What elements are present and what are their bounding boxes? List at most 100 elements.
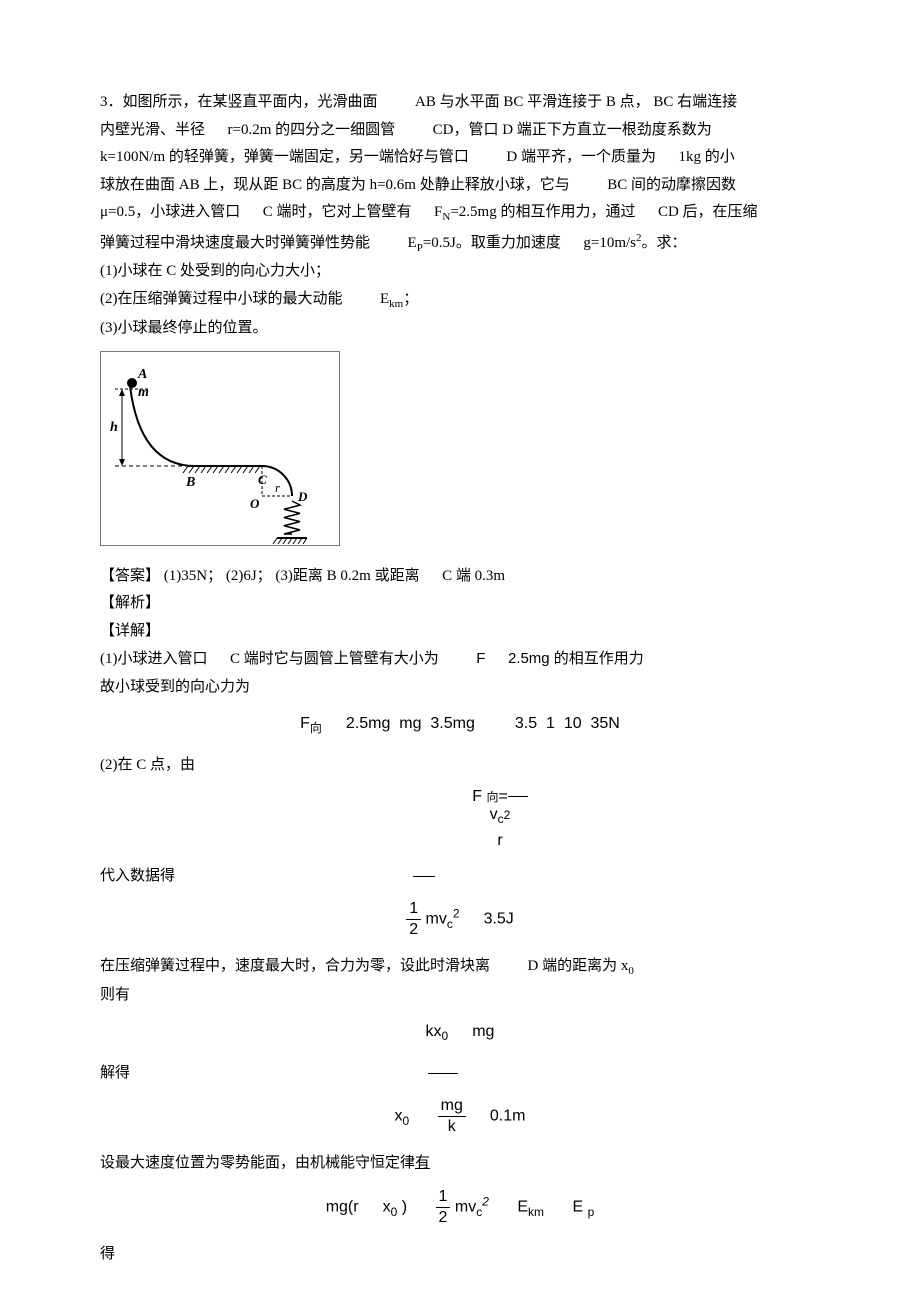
svg-text:A: A <box>137 367 147 382</box>
sol-1b: 故小球受到的向心力为 <box>100 675 820 701</box>
subscript: 0 <box>442 1030 449 1044</box>
equation-1: F向2.5mg mg 3.5mg3.5 1 10 35N <box>100 710 820 739</box>
val: 2.5mg <box>346 715 390 732</box>
svg-text:B: B <box>185 475 195 490</box>
var: x <box>395 1108 403 1125</box>
val: 0.1m <box>490 1108 526 1125</box>
text: CD，管口 D 端正下方直立一根劲度系数为 <box>433 122 712 138</box>
text: CD 后，在压缩 <box>658 204 758 220</box>
text: D 端平齐，一个质量为 <box>506 149 656 165</box>
svg-text:r: r <box>275 480 281 495</box>
equation-6: mg(rx0 ) 12 mvc2 Ekm E p <box>100 1187 820 1228</box>
text: μ=0.5，小球进入管口 <box>100 204 240 220</box>
val: mg <box>399 715 421 732</box>
var: mv <box>426 911 447 928</box>
sol-2: (2)在 C 点，由 <box>100 753 820 779</box>
text: 弹簧过程中滑块速度最大时弹簧弹性势能 <box>100 235 370 251</box>
text: =2.5mg 的相互作用力，通过 <box>450 204 635 220</box>
subscript: 向 <box>486 790 498 804</box>
text: (2)6J； <box>226 568 272 584</box>
num: mg <box>438 1096 466 1117</box>
analysis-label: 【解析】 <box>100 591 820 617</box>
text: =0.5J。取重力加速度 <box>423 235 561 251</box>
val: 10 <box>564 715 582 732</box>
text: 1kg 的小 <box>678 149 734 165</box>
subscript: km <box>528 1205 544 1219</box>
equation-3: 12 mvc23.5J <box>100 899 820 940</box>
var: x <box>383 1199 391 1216</box>
var: mg <box>472 1023 494 1040</box>
problem-line-1: 3．如图所示，在某竖直平面内，光滑曲面AB 与水平面 BC 平滑连接于 B 点，… <box>100 90 820 116</box>
text: ) <box>402 1199 407 1216</box>
answer-label: 【答案】 <box>100 568 160 584</box>
sol-3: 代入数据得 <box>100 864 820 890</box>
text: C 端 0.3m <box>442 568 505 584</box>
superscript: 2 <box>504 808 511 822</box>
text: 在压缩弹簧过程中，速度最大时，合力为零，设此时滑块离 <box>100 958 490 974</box>
var: E <box>572 1199 583 1216</box>
bar-icon <box>413 876 435 877</box>
text: k=100N/m 的轻弹簧，弹簧一端固定，另一端恰好与管口 <box>100 149 469 165</box>
var: F <box>472 788 482 805</box>
text: D 端的距离为 x <box>528 958 629 974</box>
question-2: (2)在压缩弹簧过程中小球的最大动能Ekm； <box>100 287 820 314</box>
text: ； <box>403 291 418 307</box>
text: BC 间的动摩擦因数 <box>607 177 736 193</box>
bar-icon <box>428 1073 458 1074</box>
sol-8: 得 <box>100 1242 820 1268</box>
superscript: 2 <box>453 907 460 921</box>
text: F <box>476 650 485 667</box>
question-1: (1)小球在 C 处受到的向心力大小； <box>100 259 820 285</box>
text: E <box>408 235 417 251</box>
val: 1 <box>546 715 555 732</box>
sol-6: 解得 <box>100 1061 820 1087</box>
text: (2)在压缩弹簧过程中小球的最大动能 <box>100 291 343 307</box>
text: 。求： <box>642 235 687 251</box>
text: 3．如图所示，在某竖直平面内，光滑曲面 <box>100 94 378 110</box>
superscript: 2 <box>482 1194 489 1208</box>
subscript: p <box>588 1205 595 1219</box>
sol-7: 设最大速度位置为零势能面，由机械能守恒定律有 <box>100 1151 820 1177</box>
text: C 端时，它对上管壁有 <box>263 204 412 220</box>
diagram-svg: AmhBCrOD <box>100 351 340 546</box>
equation-5: x0 mgk 0.1m <box>100 1096 820 1137</box>
eq: = <box>498 788 507 805</box>
text: 设最大速度位置为零势能面，由机械能守恒定律 <box>100 1155 415 1171</box>
svg-text:D: D <box>297 489 308 504</box>
svg-text:O: O <box>250 496 260 511</box>
text: 解得 <box>100 1065 130 1081</box>
den: k <box>438 1117 466 1137</box>
text: 2.5mg 的相互作用力 <box>508 650 644 667</box>
text: (1)小球进入管口 <box>100 651 208 667</box>
val: 3.5mg <box>430 715 474 732</box>
sol-4: 在压缩弹簧过程中，速度最大时，合力为零，设此时滑块离 D 端的距离为 x0 <box>100 954 820 981</box>
var: F <box>300 715 310 732</box>
equation-4: kx0 mg <box>100 1018 820 1047</box>
underlined-text: 有 <box>415 1155 430 1171</box>
equation-2: F 向= vc2 r <box>180 788 820 850</box>
text: (1)35N； <box>164 568 222 584</box>
subscript: 向 <box>310 721 322 735</box>
answer-line: 【答案】 (1)35N； (2)6J； (3)距离 B 0.2m 或距离C 端 … <box>100 564 820 590</box>
question-3: (3)小球最终停止的位置。 <box>100 316 820 342</box>
subscript: 0 <box>628 965 634 977</box>
var: E <box>517 1199 528 1216</box>
den: 2 <box>436 1208 451 1228</box>
num: 1 <box>406 899 421 920</box>
var: kx <box>426 1023 442 1040</box>
detail-label: 【详解】 <box>100 619 820 645</box>
var: mg(r <box>326 1199 359 1216</box>
subscript: 0 <box>391 1205 398 1219</box>
text: 代入数据得 <box>100 868 175 884</box>
problem-line-2: 内壁光滑、半径r=0.2m 的四分之一细圆管CD，管口 D 端正下方直立一根劲度… <box>100 118 820 144</box>
subscript: 0 <box>403 1114 410 1128</box>
val: 3.5J <box>484 911 514 928</box>
problem-line-5: μ=0.5，小球进入管口C 端时，它对上管壁有FN=2.5mg 的相互作用力，通… <box>100 200 820 227</box>
num: 1 <box>436 1187 451 1208</box>
var: mv <box>455 1199 476 1216</box>
den: 2 <box>406 920 421 940</box>
var: v <box>490 806 498 823</box>
sol-5: 则有 <box>100 983 820 1009</box>
sol-1a: (1)小球进入管口C 端时它与圆管上管壁有大小为F2.5mg 的相互作用力 <box>100 646 820 673</box>
text: E <box>380 291 389 307</box>
